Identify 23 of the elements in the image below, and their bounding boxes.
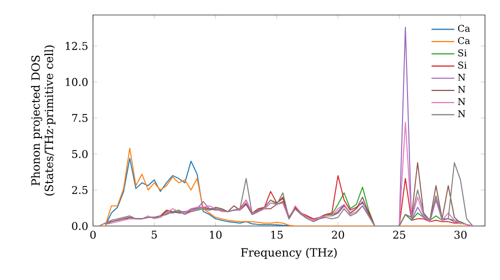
legend-label: Ca — [458, 24, 470, 32]
x-tick-label: 20 — [332, 230, 344, 239]
legend-label: N — [458, 74, 466, 81]
y-tick-label: 5.0 — [72, 150, 88, 158]
x-tick-label: 0 — [90, 230, 96, 239]
y-tick-label: 12.5 — [66, 42, 88, 50]
legend-label: N — [458, 110, 466, 118]
x-tick-label: 25 — [393, 230, 406, 239]
x-tick-label: 30 — [454, 230, 467, 239]
legend-label: N — [458, 98, 466, 106]
y-tick-label: 0.0 — [72, 222, 88, 230]
x-tick-label: 10 — [210, 230, 222, 239]
legend-label: Ca — [458, 37, 470, 44]
x-tick-label: 15 — [271, 230, 283, 239]
legend-label: Si — [458, 49, 467, 56]
y-tick-label: 7.5 — [72, 114, 88, 122]
legend-label: N — [458, 86, 466, 93]
legend-label: Si — [458, 62, 467, 69]
y-tick-label: 2.5 — [72, 186, 88, 194]
y-axis-title: Phonon projected DOS (States/THz·primitive cell) — [31, 45, 56, 196]
x-tick-label: 5 — [152, 230, 157, 239]
y-tick-label: 10.0 — [66, 78, 88, 86]
x-axis-title: Frequency (THz) — [241, 248, 337, 260]
